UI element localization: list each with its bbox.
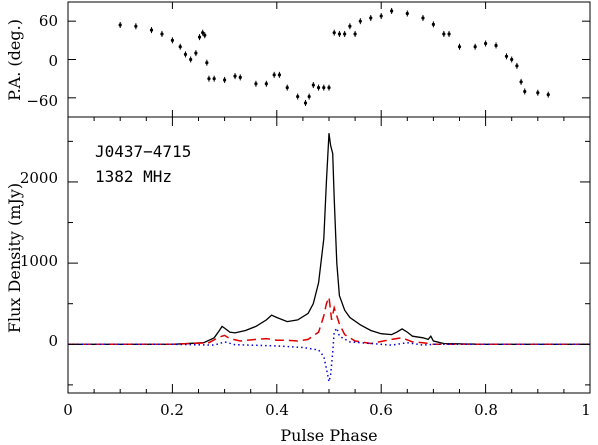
total-intensity-line — [68, 133, 590, 345]
flux-panel: 0 1000 2000 0 0.2 0.4 0.6 0.8 1 Pulse Ph… — [5, 116, 591, 445]
pa-point — [447, 32, 451, 36]
pa-point — [405, 11, 409, 16]
pa-point — [160, 32, 164, 36]
pa-point — [519, 80, 523, 84]
pa-point — [358, 19, 362, 23]
pa-point — [212, 77, 216, 81]
pa-point — [205, 61, 209, 65]
pa-point — [473, 45, 477, 49]
x-tick-label: 0.4 — [265, 401, 289, 419]
pa-point — [285, 86, 289, 90]
flux-ticks — [67, 117, 591, 393]
pa-point — [327, 86, 331, 90]
pa-point — [536, 91, 540, 95]
pa-point — [207, 77, 211, 81]
pa-point — [194, 51, 198, 55]
pa-point — [353, 32, 357, 36]
pa-point — [510, 57, 514, 62]
pa-point — [118, 23, 122, 27]
flux-y-tick-label: 0 — [48, 332, 58, 350]
x-tick-label: 0.8 — [474, 401, 498, 419]
flux-y-tick-labels: 0 1000 2000 — [20, 169, 58, 350]
pa-point — [197, 35, 202, 39]
pa-point — [523, 89, 527, 94]
pa-y-tick-label: 0 — [48, 52, 58, 70]
pa-point — [390, 9, 394, 13]
flux-y-tick-label: 1000 — [20, 252, 58, 270]
linear-polarization-line — [68, 296, 590, 346]
flux-y-tick-label: 2000 — [20, 169, 58, 187]
frequency-annotation: 1382 MHz — [95, 167, 172, 186]
pa-point — [170, 38, 174, 42]
pa-point — [494, 43, 498, 48]
pa-point — [223, 78, 227, 82]
pa-point — [348, 24, 352, 28]
pa-point — [369, 16, 373, 20]
pa-y-tick-label: 60 — [39, 12, 58, 30]
x-axis-title: Pulse Phase — [280, 426, 377, 445]
pa-point — [277, 73, 282, 77]
pa-point — [264, 82, 268, 86]
x-tick-label: 0.2 — [160, 401, 184, 419]
x-tick-label: 1 — [581, 401, 591, 419]
pa-point — [149, 28, 154, 32]
pa-point — [134, 24, 138, 28]
pa-point — [457, 45, 462, 49]
pa-point — [484, 41, 488, 46]
pa-point — [307, 94, 311, 99]
pa-points — [118, 9, 550, 105]
pulsar-name-annotation: J0437−4715 — [95, 142, 191, 161]
pa-point — [254, 82, 258, 86]
pa-panel: 60 0 −60 P.A. (deg.) — [5, 1, 591, 118]
pa-point — [178, 45, 182, 49]
pa-error-bars — [119, 7, 549, 106]
flux-y-axis-title: Flux Density (mJy) — [5, 183, 24, 333]
pa-ticks — [67, 2, 591, 117]
pa-point — [515, 64, 519, 68]
pa-point — [546, 93, 550, 97]
pa-point — [379, 14, 383, 18]
flux-series — [68, 133, 590, 382]
pa-point — [296, 94, 300, 99]
pa-point — [431, 22, 435, 26]
pa-point — [343, 32, 347, 36]
pa-point — [421, 16, 425, 20]
pa-point — [189, 57, 193, 62]
pa-point — [233, 74, 237, 78]
pa-point — [183, 52, 188, 56]
pa-point — [238, 75, 242, 79]
pa-point — [504, 54, 509, 58]
pa-point — [332, 31, 336, 35]
pa-point — [337, 32, 342, 36]
x-tick-label: 0 — [63, 401, 73, 419]
circular-polarization-line — [68, 326, 590, 382]
pa-point — [203, 33, 207, 37]
pa-point — [322, 86, 326, 90]
pa-point — [311, 83, 315, 87]
pa-point — [201, 31, 205, 35]
x-tick-label: 0.6 — [369, 401, 393, 419]
pa-y-tick-label: −60 — [26, 92, 58, 110]
flux-x-tick-labels: 0 0.2 0.4 0.6 0.8 1 — [63, 401, 591, 419]
pa-point — [272, 73, 276, 77]
pa-point — [316, 86, 321, 90]
pa-y-tick-labels: 60 0 −60 — [26, 12, 58, 110]
pa-point — [442, 32, 446, 36]
pa-point — [303, 101, 308, 105]
pa-y-axis-title: P.A. (deg.) — [5, 19, 24, 101]
